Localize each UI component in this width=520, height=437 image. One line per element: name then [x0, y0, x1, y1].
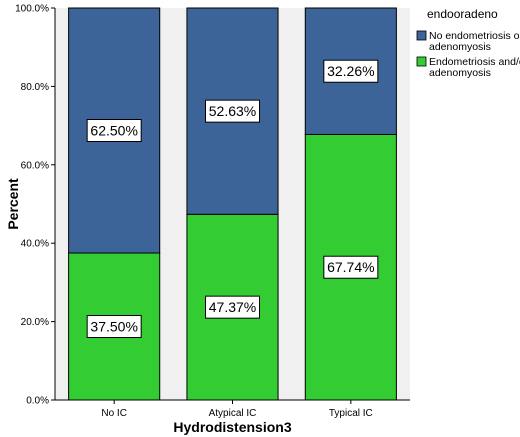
y-tick-label: 40.0% [21, 239, 49, 250]
x-tick-label: Atypical IC [209, 408, 257, 419]
y-tick-label: 100.0% [15, 4, 49, 15]
data-label: 47.37% [209, 299, 256, 315]
legend-label: Endometriosis and/or [429, 56, 520, 68]
x-axis-title: Hydrodistension3 [173, 419, 291, 435]
axes-group: No IC Atypical IC Typical IC 0.0% 20.0% 40.0%… [5, 4, 410, 435]
y-tick-label: 0.0% [26, 396, 49, 407]
data-label-box [323, 255, 379, 279]
data-label-box [86, 119, 142, 142]
data-label: 52.63% [209, 103, 256, 119]
y-tick-label: 60.0% [21, 160, 49, 171]
legend-label: No endometriosis or [429, 30, 520, 42]
legend-label: adenomyosis [429, 67, 491, 79]
y-tick-label: 80.0% [21, 82, 49, 93]
data-label-box [323, 59, 379, 83]
legend-label: adenomyosis [429, 41, 491, 53]
legend-swatch [416, 30, 427, 41]
data-label: 37.50% [90, 319, 137, 335]
data-label: 32.26% [327, 63, 374, 79]
x-tick-label: No IC [101, 408, 127, 419]
data-label-box [205, 295, 260, 319]
data-label-box [86, 315, 142, 338]
legend-swatch [416, 56, 427, 67]
data-label-box [205, 99, 260, 123]
x-tick-label: Typical IC [329, 408, 373, 419]
data-label: 67.74% [327, 259, 374, 275]
y-axis-title: Percent [5, 178, 21, 230]
y-tick-label: 20.0% [21, 317, 49, 328]
legend-title: endooradeno [427, 7, 498, 21]
data-label: 62.50% [90, 123, 137, 139]
data-labels-group: 37.50% 62.50% 47.37% 52.63% 67.74% 32.26% [86, 59, 379, 338]
